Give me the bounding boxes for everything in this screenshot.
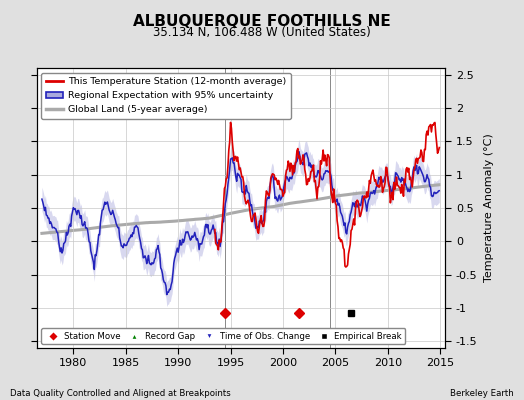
Text: ALBUQUERQUE FOOTHILLS NE: ALBUQUERQUE FOOTHILLS NE — [133, 14, 391, 29]
Text: Data Quality Controlled and Aligned at Breakpoints: Data Quality Controlled and Aligned at B… — [10, 389, 231, 398]
Y-axis label: Temperature Anomaly (°C): Temperature Anomaly (°C) — [484, 134, 494, 282]
Legend: Station Move, Record Gap, Time of Obs. Change, Empirical Break: Station Move, Record Gap, Time of Obs. C… — [41, 328, 406, 344]
Text: 35.134 N, 106.488 W (United States): 35.134 N, 106.488 W (United States) — [153, 26, 371, 39]
Text: Berkeley Earth: Berkeley Earth — [450, 389, 514, 398]
